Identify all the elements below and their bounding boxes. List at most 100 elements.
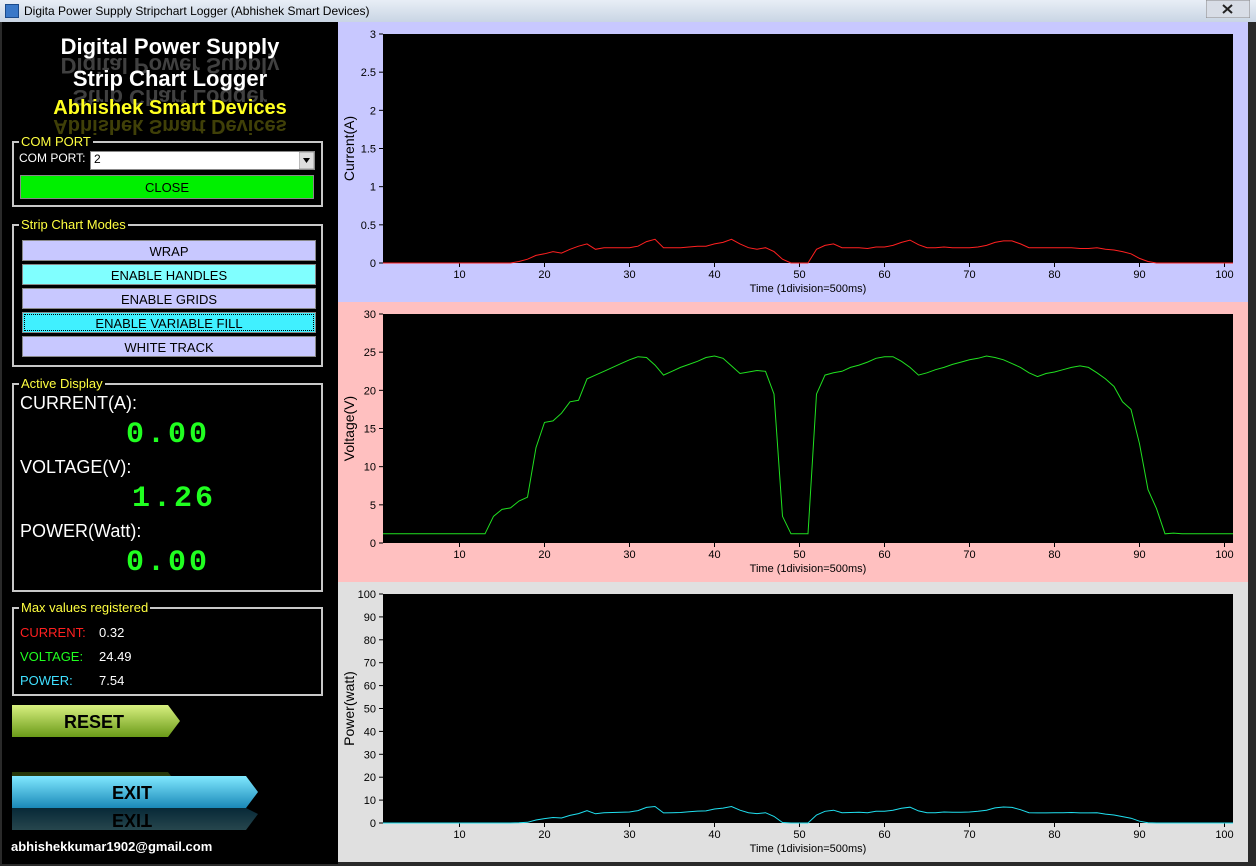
group-legend: Max values registered [19,600,151,615]
x-tick-label: 90 [1133,829,1145,841]
current-readout: 0.00 [126,418,211,452]
white-track-button[interactable]: WHITE TRACK [22,336,316,357]
group-legend: Strip Chart Modes [19,217,128,232]
exit-label: EXIT [112,783,152,803]
x-tick-label: 70 [963,269,975,281]
y-tick-label: 20 [364,772,376,784]
title-bar: Digita Power Supply Stripchart Logger (A… [0,0,1256,22]
x-tick-label: 80 [1048,829,1060,841]
y-tick-label: 1.5 [361,144,376,156]
x-tick-label: 20 [538,549,550,561]
y-tick-label: 1 [370,182,376,194]
wrap-button[interactable]: WRAP [22,240,316,261]
data-line [383,355,1233,535]
exit-reflection: EXIT [12,808,258,830]
x-axis-label: Time (1division=500ms) [750,563,867,575]
x-tick-label: 20 [538,829,550,841]
fill-button[interactable]: ENABLE VARIABLE FILL [22,312,316,333]
modes-group: Strip Chart Modes WRAP ENABLE HANDLES EN… [12,217,323,367]
x-tick-label: 100 [1215,269,1233,281]
max-current-value: 0.32 [99,625,125,640]
control-panel: Digital Power Supply Digital Power Suppl… [2,22,338,864]
x-axis-label: Time (1division=500ms) [750,843,867,855]
x-tick-label: 50 [793,269,805,281]
header-company: Abhishek Smart Devices [53,97,287,119]
max-power-label: POWER: [20,673,73,688]
y-tick-label: 50 [364,704,376,716]
x-tick-label: 60 [878,269,890,281]
y-tick-label: 15 [364,424,376,436]
voltage-readout: 1.26 [132,482,217,516]
y-tick-label: 80 [364,635,376,647]
max-voltage-label: VOLTAGE: [20,649,84,664]
y-tick-label: 40 [364,726,376,738]
y-axis-label: Current(A) [341,116,357,181]
power-label: POWER(Watt): [20,521,142,541]
window-title: Digita Power Supply Stripchart Logger (A… [24,4,370,18]
voltage-label: VOLTAGE(V): [20,457,132,477]
dropdown-arrow [299,152,314,169]
group-legend: Active Display [19,376,105,391]
x-tick-label: 100 [1215,829,1233,841]
y-tick-label: 60 [364,681,376,693]
data-line [383,805,1233,824]
reset-button[interactable]: RESET [12,705,180,737]
plot-area [383,314,1233,543]
header-title: Digital Power Supply [60,34,280,59]
x-tick-label: 30 [623,829,635,841]
y-axis-label: Voltage(V) [341,396,357,461]
y-tick-label: 30 [364,309,376,321]
header-subtitle: Strip Chart Logger [72,66,268,91]
y-tick-label: 2 [370,105,376,117]
current-label: CURRENT(A): [20,393,137,413]
data-line [383,238,1233,264]
max-voltage-value: 24.49 [99,649,132,664]
y-tick-label: 0 [370,818,376,830]
x-tick-label: 30 [623,269,635,281]
x-tick-label: 10 [453,269,465,281]
handles-button[interactable]: ENABLE HANDLES [22,264,316,285]
y-tick-label: 10 [364,795,376,807]
x-tick-label: 90 [1133,269,1145,281]
x-tick-label: 60 [878,549,890,561]
x-tick-label: 50 [793,829,805,841]
plot-area [383,594,1233,823]
app-icon [5,4,19,18]
active-display-group: Active Display CURRENT(A): 0.00 VOLTAGE(… [12,376,323,592]
com-port-label: COM PORT: [19,151,86,165]
y-tick-label: 90 [364,612,376,624]
x-tick-label: 40 [708,549,720,561]
group-legend: COM PORT [19,134,93,149]
email: abhishekkumar1902@gmail.com [11,839,213,854]
x-tick-label: 100 [1215,549,1233,561]
close-window-button[interactable] [1206,0,1250,18]
x-tick-label: 50 [793,549,805,561]
x-tick-label: 70 [963,549,975,561]
grids-button[interactable]: ENABLE GRIDS [22,288,316,309]
x-tick-label: 20 [538,269,550,281]
x-tick-label: 70 [963,829,975,841]
y-tick-label: 25 [364,347,376,359]
y-tick-label: 5 [370,500,376,512]
close-port-button[interactable]: CLOSE [20,175,314,199]
x-axis-label: Time (1division=500ms) [750,283,867,295]
exit-button[interactable]: EXIT [12,776,258,808]
y-tick-label: 2.5 [361,67,376,79]
y-tick-label: 0 [370,538,376,550]
y-axis-label: Power(watt) [341,671,357,746]
x-tick-label: 40 [708,269,720,281]
y-tick-label: 10 [364,462,376,474]
reset-label: RESET [64,712,124,732]
x-tick-label: 40 [708,829,720,841]
x-tick-label: 80 [1048,549,1060,561]
x-tick-label: 10 [453,829,465,841]
exit-label-reflection: EXIT [112,810,152,830]
y-tick-label: 0.5 [361,220,376,232]
y-tick-label: 100 [358,589,376,601]
x-tick-label: 10 [453,549,465,561]
x-tick-label: 60 [878,829,890,841]
com-port-select[interactable]: 2 [90,151,315,170]
max-power-value: 7.54 [99,673,125,688]
power-readout: 0.00 [126,546,211,580]
